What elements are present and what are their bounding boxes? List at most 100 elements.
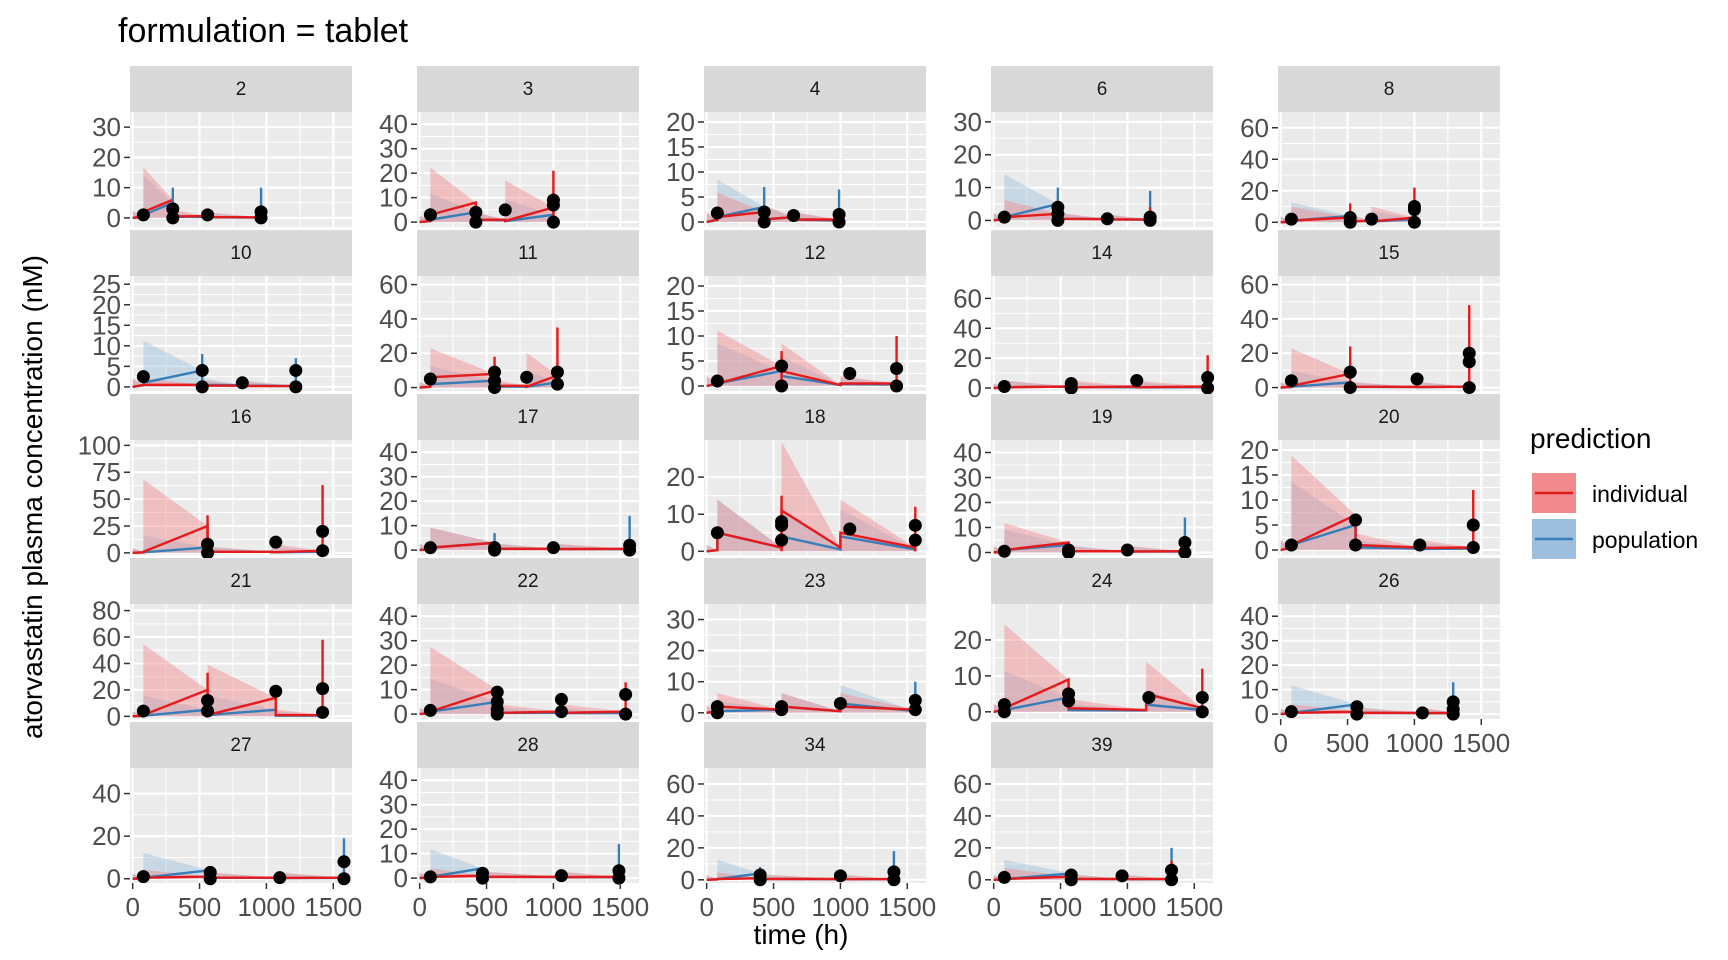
y-tick-label: 20 [1240,435,1269,465]
y-tick-label: 40 [666,801,695,831]
y-tick-label: 20 [953,833,982,863]
y-tick-label: 20 [666,271,695,301]
facet-strip [130,558,352,604]
y-tick-label: 40 [92,779,121,809]
facet-panel-18: 18 0 10 20 [666,394,926,566]
population-band [717,499,782,552]
facet-strip [991,722,1213,768]
facet-strip-label: 20 [1378,407,1399,428]
x-tick-label: 0 [1273,728,1287,758]
facet-strip [130,230,352,276]
observed-point [1365,212,1379,226]
observed-point [908,533,922,547]
y-tick-label: 10 [953,173,982,203]
x-tick-label: 0 [125,892,139,922]
facet-strip-label: 11 [518,243,538,264]
y-tick-label: 100 [78,430,121,460]
facet-strip [417,722,639,768]
y-tick-label: 30 [92,112,121,142]
individual-line [706,364,898,388]
y-tick-label: 20 [1240,650,1269,680]
y-tick-label: 15 [1240,460,1269,490]
y-tick-label: 10 [379,839,408,869]
y-tick-label: 30 [953,107,982,137]
observed-point [1100,212,1114,226]
facet-strip [1278,394,1500,440]
y-tick-label: 40 [953,438,982,468]
population-band [717,179,765,222]
x-tick-label: 1500 [304,892,362,922]
observed-point [757,215,771,229]
facet-strip-label: 3 [523,79,534,100]
observed-point [612,871,626,885]
facet-strip-label: 23 [804,571,825,592]
facet-strip [1278,558,1500,604]
y-tick-label: 40 [379,601,408,631]
y-tick-label: 20 [666,462,695,492]
x-tick-label: 1500 [1165,892,1223,922]
panel-background [704,112,926,227]
y-tick-label: 25 [92,269,121,299]
individual-line [706,876,896,882]
facet-strip-label: 8 [1384,79,1395,100]
observed-point [1349,513,1363,527]
observed-point [337,872,351,886]
observed-point [469,215,483,229]
observed-point [833,869,847,883]
observed-point [195,363,209,377]
y-tick-label: 20 [92,142,121,172]
individual-band [430,348,495,388]
y-tick-label: 0 [1255,373,1269,403]
y-tick-label: 30 [1240,626,1269,656]
y-tick-label: 0 [968,697,982,727]
y-tick-label: 40 [1240,601,1269,631]
y-tick-label: 25 [92,511,121,541]
facet-strip [1278,66,1500,112]
legend-label: individual [1592,481,1688,507]
observed-point [1143,213,1157,227]
legend: prediction individual population [1530,423,1698,559]
y-tick-label: 0 [968,373,982,403]
observed-point [997,870,1011,884]
panel-background [991,604,1213,719]
y-tick-label: 0 [107,203,121,233]
y-tick-label: 20 [379,158,408,188]
facet-strip-label: 19 [1091,407,1112,428]
observed-point [554,692,568,706]
panel-background [1278,440,1500,555]
y-tick-label: 40 [379,437,408,467]
observed-point [619,707,633,721]
observed-point [136,370,150,384]
y-tick-label: 5 [107,351,121,381]
observed-point [1062,694,1076,708]
x-tick-label: 500 [1326,728,1369,758]
panel-background [1278,604,1500,719]
observed-point [469,205,483,219]
observed-point [908,693,922,707]
y-tick-label: 30 [666,605,695,635]
observed-point [775,703,789,717]
observed-point [890,362,904,375]
facet-strip [991,230,1213,276]
x-tick-label: 500 [752,892,795,922]
y-tick-label: 40 [1240,304,1269,334]
facet-strip [704,722,926,768]
y-tick-label: 40 [379,304,408,334]
facet-strip-label: 6 [1097,79,1108,100]
panel-background [1278,276,1500,391]
x-tick-label: 0 [412,892,426,922]
y-tick-label: 0 [681,207,695,237]
observed-point [269,535,283,549]
y-tick-label: 30 [953,463,982,493]
observed-point [1407,215,1421,229]
observed-point [1165,863,1179,877]
y-tick-label: 20 [953,625,982,655]
individual-band [430,167,476,223]
observed-point [843,367,857,380]
observed-point [1201,381,1215,395]
observed-point [337,855,351,869]
observed-point [1120,543,1134,557]
